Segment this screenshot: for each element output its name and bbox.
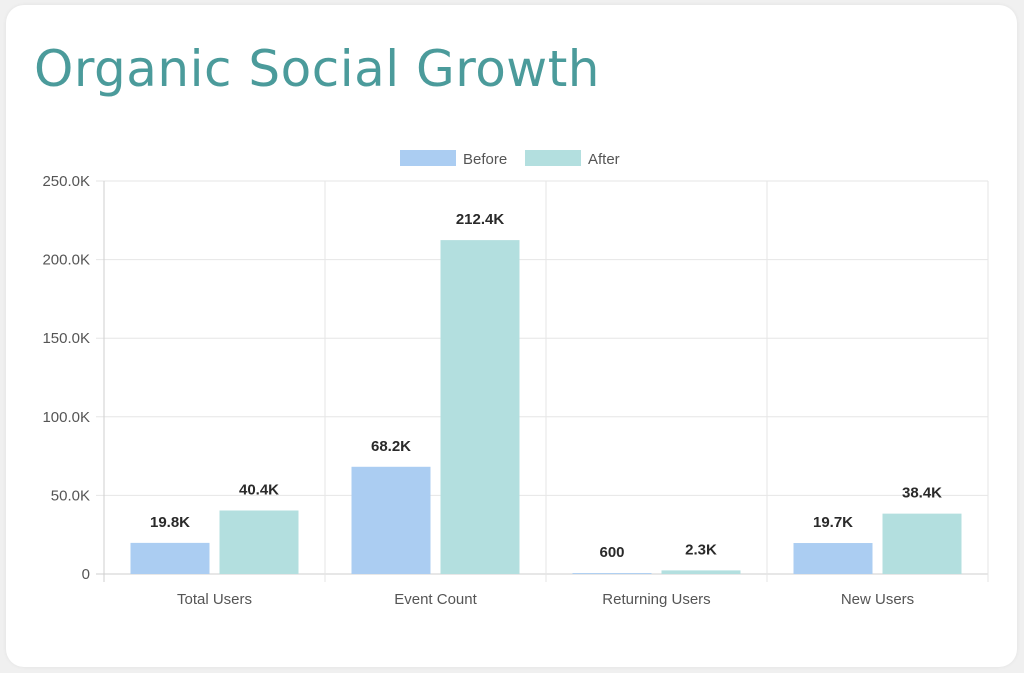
legend[interactable]: Before After (400, 150, 620, 168)
y-tick-label: 100.0K (42, 409, 90, 426)
legend-label: After (588, 151, 620, 168)
data-label: 19.7K (813, 514, 853, 531)
bar-before-new-users[interactable] (793, 543, 873, 574)
category-label: New Users (841, 591, 914, 608)
labels: 19.8K 40.4K 68.2K 212.4K 600 2.3K 19.7K 38.4K (150, 211, 942, 561)
bars (130, 240, 962, 575)
bar-after-event-count[interactable] (440, 240, 520, 575)
y-tick-label: 50.0K (51, 487, 90, 504)
category-label: Returning Users (602, 591, 710, 608)
legend-item-after[interactable]: After (525, 150, 620, 168)
legend-label: Before (463, 151, 507, 168)
bar-before-total-users[interactable] (130, 542, 210, 574)
y-tick-label: 0 (82, 566, 90, 583)
y-tick-label: 250.0K (42, 173, 90, 190)
bar-after-returning-users[interactable] (661, 570, 741, 574)
legend-item-before[interactable]: Before (400, 150, 507, 168)
data-label: 40.4K (239, 481, 279, 498)
bar-after-total-users[interactable] (219, 510, 299, 574)
data-label: 600 (599, 544, 624, 561)
data-label: 38.4K (902, 485, 942, 502)
bar-before-event-count[interactable] (351, 466, 431, 574)
data-label: 68.2K (371, 438, 411, 455)
y-tick-label: 200.0K (42, 252, 90, 269)
axes: 0 50.0K 100.0K 150.0K 200.0K 250.0K Total User… (42, 173, 914, 608)
bar-after-new-users[interactable] (882, 513, 962, 574)
bar-before-returning-users[interactable] (572, 573, 652, 574)
grid-lines (96, 180, 989, 582)
data-label: 2.3K (685, 541, 717, 558)
data-label: 212.4K (456, 211, 505, 228)
legend-swatch (525, 150, 581, 166)
category-label: Total Users (177, 591, 252, 608)
legend-swatch (400, 150, 456, 166)
chart-title: Organic Social Growth (34, 40, 600, 98)
category-label: Event Count (394, 591, 477, 608)
data-label: 19.8K (150, 514, 190, 531)
y-tick-label: 150.0K (42, 330, 90, 347)
